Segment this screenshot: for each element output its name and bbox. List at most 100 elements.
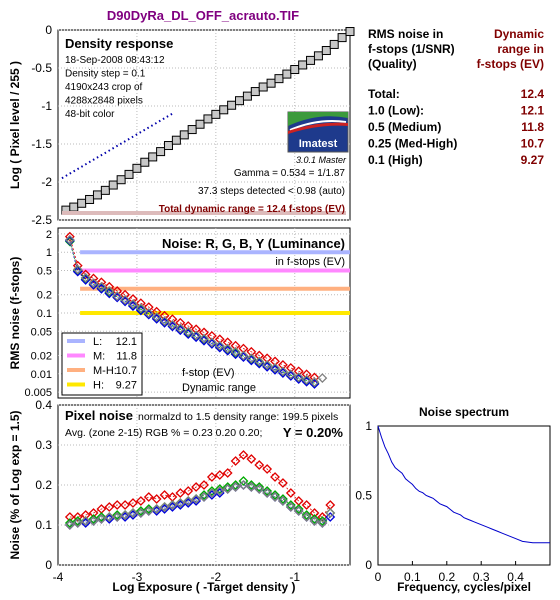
pixel-noise-point [175, 498, 186, 508]
noise-series-point [246, 354, 257, 365]
noise-series-point [277, 368, 288, 378]
pixel-noise-point [183, 496, 194, 506]
pixel-noise-point [214, 470, 225, 480]
avg-text: Avg. (zone 2-15) RGB % = 0.23 0.20 0.20; [65, 427, 262, 439]
noise-series-point [254, 356, 265, 367]
y-axis-label: RMS noise (f-stops) [8, 257, 22, 370]
density-step-marker [242, 91, 252, 101]
y-tick-label: 0.2 [35, 478, 52, 492]
pixel-noise-point [238, 476, 249, 486]
y-tick-label: 0 [45, 23, 52, 37]
pixel-noise-point [64, 520, 75, 530]
summary-panel: RMS noise inf-stops (1/SNR)(Quality) Dyna… [368, 27, 544, 167]
pixel-noise-point [262, 488, 273, 498]
pixel-noise-point [128, 498, 138, 508]
pixel-noise-point [285, 500, 296, 510]
pixel-noise-point [88, 514, 99, 524]
noise-series-point [135, 303, 146, 314]
density-step-marker [100, 185, 110, 195]
logo-text: Imatest [299, 138, 338, 150]
pixel-noise-point [191, 482, 202, 492]
x-tick-label: 0.1 [404, 570, 421, 584]
y-axis-label: Noise (% of Log exp = 1.5) [8, 410, 22, 559]
density-step-marker [321, 46, 331, 56]
pixel-noise-panel: 0 0.1 0.2 0.3 0.4 -4 -3 -2 -1 Noise (% of Log exp… [8, 398, 351, 594]
noise-spectrum-line [377, 425, 550, 544]
pixel-noise-point [309, 514, 320, 524]
y-tick-label: 0.5 [355, 489, 372, 503]
logo-swoosh-red [288, 122, 348, 134]
density-step-marker [85, 194, 95, 204]
y-tick-label: 0.3 [35, 438, 52, 452]
pixel-noise-point [199, 492, 209, 502]
summary-row-label: 0.1 (High) [368, 153, 423, 167]
summary-row-label: 0.5 (Medium) [368, 120, 441, 134]
noise-series-point [128, 300, 138, 310]
noise-series-point [199, 333, 209, 344]
legend-value: 11.8 [116, 351, 137, 363]
y-tick-label: 0.1 [35, 518, 52, 532]
noise-series-point [72, 264, 83, 275]
pixel-noise-point [151, 504, 162, 514]
noise-series-point [112, 291, 123, 301]
pixel-noise-point [206, 472, 217, 482]
density-step-marker [108, 180, 118, 190]
noise-series-point [293, 372, 304, 383]
pixel-noise-point [238, 450, 249, 460]
noise-spectrum-panel: 0 0.5 1 0 0.1 0.2 0.3 0.4 Noise spectrum Frequenc… [355, 405, 551, 594]
noise-series-point [143, 309, 154, 320]
logo-swoosh-white [289, 120, 347, 131]
noise-series-point [120, 294, 131, 305]
density-step-marker [290, 65, 300, 75]
pixel-noise-point [183, 486, 194, 496]
legend-name: M: [93, 351, 105, 363]
x-axis-label: Frequency, cycles/pixel [397, 580, 531, 594]
summary-row-value: 12.1 [521, 104, 545, 118]
pixel-noise-point [128, 508, 138, 518]
noise-series-point [222, 344, 233, 355]
density-step-marker [195, 119, 205, 129]
noise-series-point [151, 312, 162, 322]
pixel-noise-point [112, 512, 123, 522]
info-line: Density step = 0.1 [65, 69, 146, 80]
pixel-noise-point [96, 512, 107, 522]
pixel-noise-point [120, 500, 131, 510]
legend-name: M-H: [93, 365, 117, 377]
note-text: f-stop (EV) [182, 367, 235, 379]
y-tick-label: -0.5 [31, 61, 52, 75]
density-step-marker [156, 147, 166, 157]
noise-series-point [88, 278, 99, 289]
noise-series-point [238, 352, 249, 363]
density-step-marker [258, 82, 268, 92]
y-tick-label: -2.5 [31, 213, 52, 227]
pixel-noise-point [135, 496, 146, 506]
noise-series-point [120, 296, 131, 307]
noise-series-point [167, 319, 178, 330]
info-line: 4288x2848 pixels [65, 96, 143, 107]
info-line: 18-Sep-2008 08:43:12 [65, 55, 165, 66]
y-tick-label: 0.005 [24, 387, 52, 399]
pixel-noise-point [254, 460, 265, 470]
pixel-noise-point [167, 500, 178, 510]
pixel-noise-point [325, 508, 336, 518]
noise-series-point [301, 375, 312, 386]
noise-series-point [285, 369, 296, 380]
summary-row-value: 9.27 [521, 153, 545, 167]
pixel-noise-point [246, 482, 257, 492]
legend-value: 12.1 [116, 336, 137, 348]
noise-series-point [214, 340, 225, 351]
pixel-noise-point [214, 484, 225, 494]
imatest-logo: Imatest 3.0.1 Master [287, 111, 349, 165]
summary-row-label: Total: [368, 87, 400, 101]
noise-series-point [270, 362, 280, 373]
noise-series-point [175, 324, 186, 335]
pixel-noise-point [293, 506, 304, 516]
noise-series-point [64, 234, 75, 245]
pixel-noise-point [301, 512, 312, 522]
pixel-noise-point [270, 490, 280, 500]
density-step-marker [116, 175, 126, 185]
pixel-noise-point [151, 494, 162, 504]
density-step-marker [163, 141, 173, 151]
noise-series-point [88, 273, 99, 284]
rms-noise-panel: 2 1 0.5 0.2 0.1 0.05 0.02 0.01 0.005 RMS noise (f… [8, 227, 351, 399]
